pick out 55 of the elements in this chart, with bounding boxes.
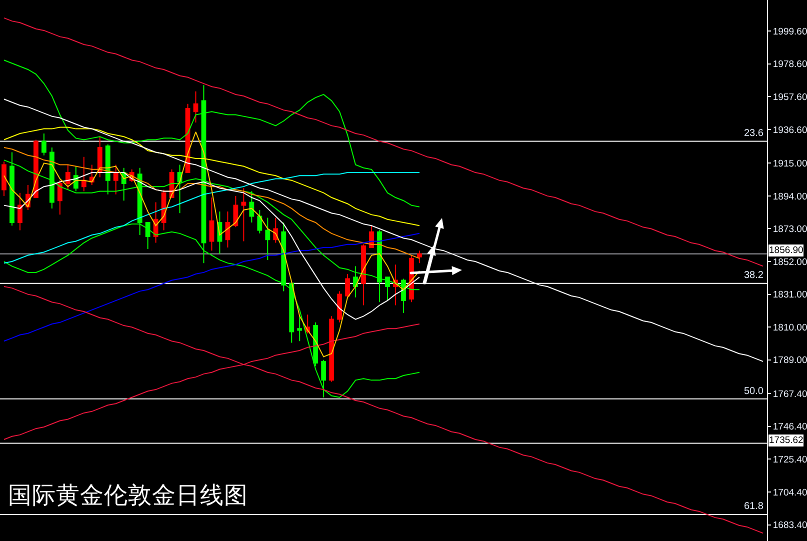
candlestick — [113, 164, 118, 195]
candlestick — [18, 192, 22, 231]
annotation: 61.8 — [744, 501, 764, 512]
ref-line-label: 1856.90 — [769, 245, 804, 256]
candlestick — [65, 164, 70, 190]
candlestick — [417, 250, 422, 264]
candlestick — [41, 132, 46, 156]
line-series — [3, 147, 420, 259]
candlestick — [249, 190, 254, 223]
annotation: 38.2 — [744, 270, 764, 281]
candlestick — [225, 211, 230, 248]
candlestick — [361, 244, 366, 306]
y-tick-label: 1894.00 — [772, 191, 807, 202]
y-tick-label: 1810.00 — [772, 322, 807, 334]
candlestick — [297, 316, 302, 342]
candlestick — [345, 274, 350, 298]
candlestick — [257, 210, 262, 234]
line-series — [3, 131, 420, 358]
candlestick — [241, 188, 246, 242]
y-tick-label: 1704.40 — [772, 487, 807, 498]
line-series — [3, 17, 764, 267]
y-tick-label: 1852.00 — [772, 256, 807, 268]
y-tick-label: 1978.60 — [772, 59, 807, 70]
candlestick — [2, 161, 6, 196]
candlestick — [177, 164, 182, 214]
line-series — [3, 98, 764, 362]
y-tick-label: 1999.60 — [772, 26, 807, 38]
line-series — [3, 172, 420, 264]
line-series — [3, 232, 420, 342]
candlestick — [193, 90, 198, 124]
candlestick — [233, 195, 238, 228]
y-tick-label: 1936.60 — [772, 124, 807, 136]
y-tick-label: 1767.40 — [772, 388, 807, 400]
line-series — [3, 286, 764, 534]
candlestick — [289, 282, 294, 344]
candlestick — [81, 156, 86, 192]
y-tick-label: 1831.00 — [772, 290, 807, 301]
candlestick — [265, 217, 270, 260]
y-tick-label: 1915.00 — [772, 158, 807, 170]
candlestick — [313, 322, 318, 367]
candlestick — [329, 316, 334, 382]
candlestick — [209, 197, 214, 252]
annotation: 50.0 — [744, 386, 764, 397]
y-tick-label: 1725.40 — [772, 454, 807, 466]
ref-line-label: 1735.62 — [769, 435, 804, 446]
y-tick-label: 1873.00 — [772, 224, 807, 236]
candlestick — [337, 290, 342, 323]
annotation: 23.6 — [744, 128, 764, 139]
y-tick-label: 1683.40 — [772, 520, 807, 532]
y-tick-label: 1746.40 — [772, 422, 807, 433]
candlestick — [57, 180, 62, 216]
text: 国际黄金伦敦金日线图 — [8, 481, 248, 510]
y-tick-label: 1789.00 — [772, 355, 807, 366]
line-series — [3, 126, 420, 226]
y-tick-label: 1957.60 — [772, 92, 807, 103]
